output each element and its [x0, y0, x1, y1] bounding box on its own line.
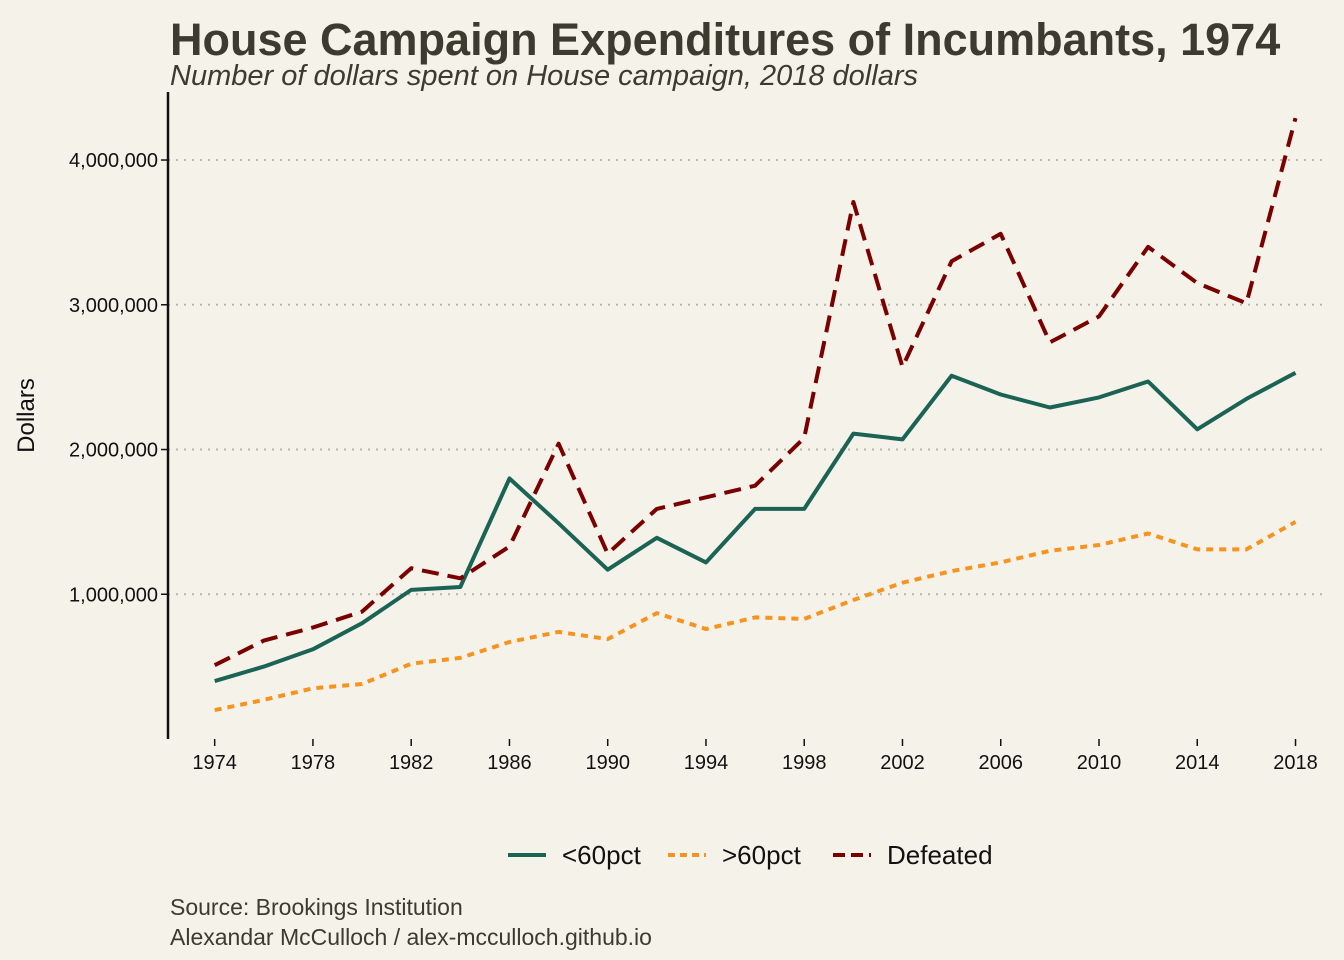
x-tick-label: 1990: [585, 752, 630, 774]
x-tick-label: 2010: [1077, 752, 1122, 774]
series-line-1: [214, 520, 1297, 713]
legend: <60pct >60pct Defeated: [508, 840, 993, 870]
x-tick-label: 2002: [880, 752, 925, 774]
gridlines: [168, 159, 1325, 596]
caption: Source: Brookings Institution Alexandar …: [170, 892, 652, 952]
x-tick-label: 1978: [291, 752, 336, 774]
x-axis-ticks: 1974 1978 1982 1986 1990 1994 1998 2002 2006 2010…: [192, 739, 1318, 774]
x-tick-label: 1986: [487, 752, 532, 774]
chart-title: House Campaign Expenditures of Incumbant…: [170, 14, 1281, 65]
x-tick-label: 2006: [978, 752, 1023, 774]
y-axis-title: Dollars: [13, 378, 40, 453]
y-axis-ticks: 1,000,000 2,000,000 3,000,000 4,000,000: [69, 150, 168, 606]
series-line-0: [214, 371, 1297, 684]
x-tick-label: 2014: [1175, 752, 1220, 774]
series-lines: [213, 117, 1298, 713]
series-line-2: [213, 117, 1298, 667]
y-tick-label: 1,000,000: [69, 584, 158, 606]
source-note: Source: Brookings Institution: [170, 894, 463, 920]
legend-label: >60pct: [722, 840, 802, 870]
x-tick-label: 1982: [389, 752, 434, 774]
x-tick-label: 1974: [192, 752, 237, 774]
x-tick-label: 1998: [782, 752, 827, 774]
x-tick-label: 1994: [684, 752, 729, 774]
y-tick-label: 4,000,000: [69, 150, 158, 172]
legend-label: <60pct: [562, 840, 642, 870]
y-tick-label: 2,000,000: [69, 440, 158, 462]
x-tick-label: 2018: [1273, 752, 1318, 774]
legend-label: Defeated: [887, 840, 993, 870]
y-tick-label: 3,000,000: [69, 295, 158, 317]
chart-subtitle: Number of dollars spent on House campaig…: [170, 60, 918, 92]
author-credit: Alexandar McCulloch / alex-mcculloch.git…: [170, 924, 652, 950]
